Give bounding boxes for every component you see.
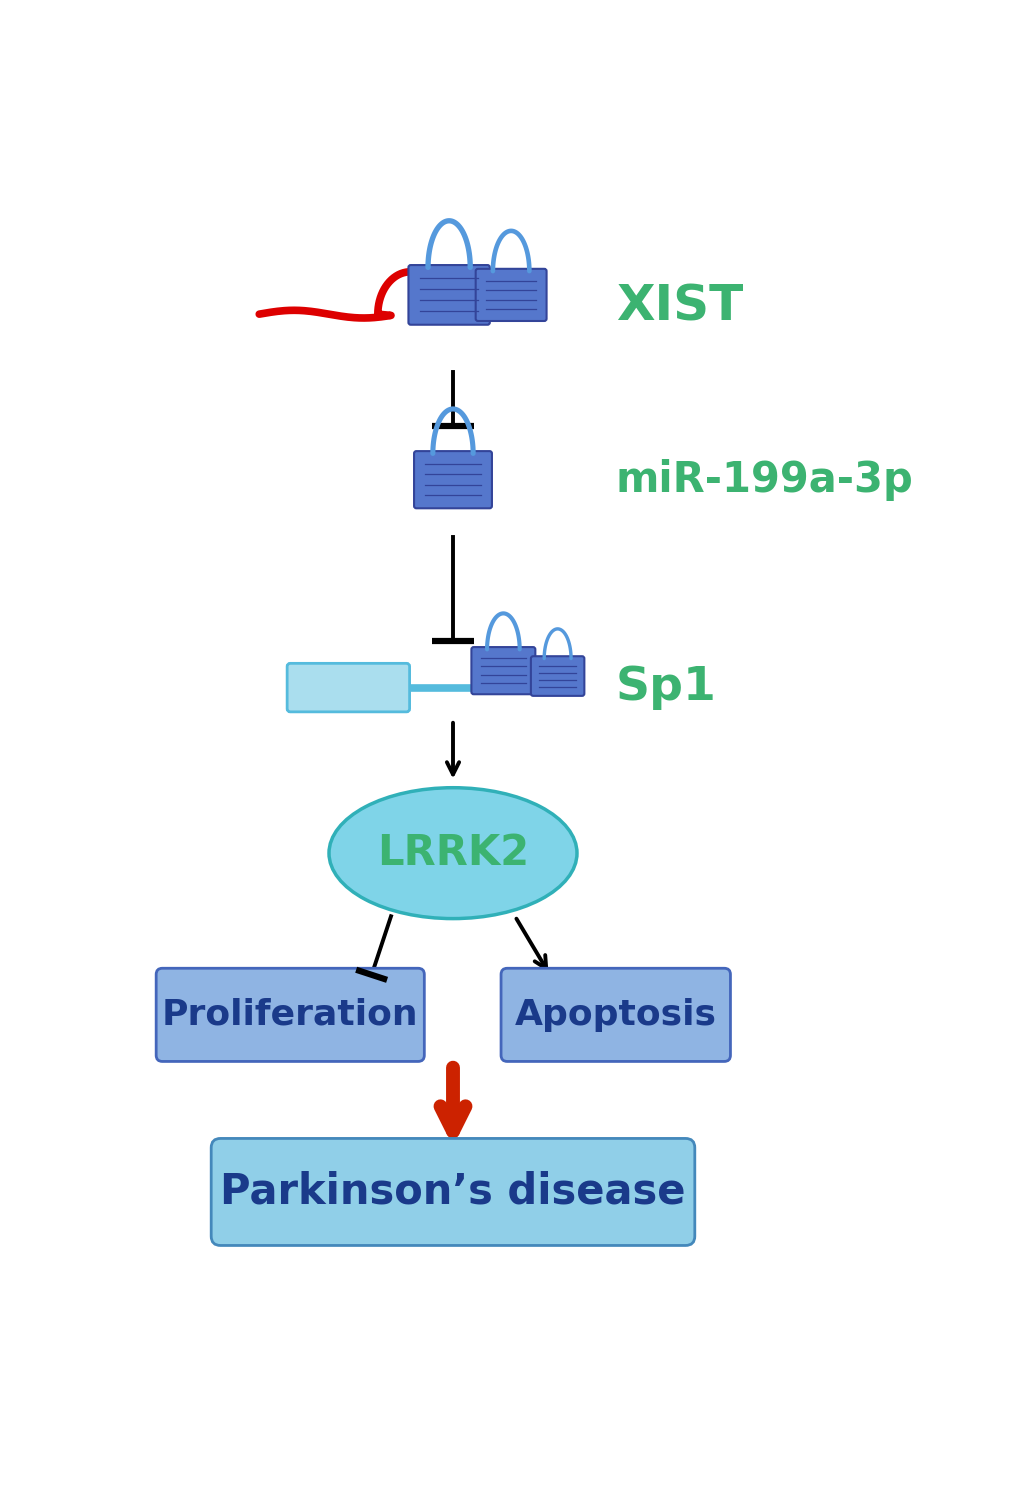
FancyBboxPatch shape bbox=[408, 265, 489, 324]
FancyBboxPatch shape bbox=[287, 664, 410, 712]
Text: miR-199a-3p: miR-199a-3p bbox=[615, 459, 913, 501]
FancyBboxPatch shape bbox=[530, 656, 584, 695]
FancyBboxPatch shape bbox=[414, 451, 491, 508]
FancyBboxPatch shape bbox=[475, 269, 546, 321]
Ellipse shape bbox=[329, 788, 577, 918]
FancyBboxPatch shape bbox=[156, 969, 424, 1061]
FancyBboxPatch shape bbox=[471, 647, 535, 694]
Text: Parkinson’s disease: Parkinson’s disease bbox=[220, 1171, 685, 1212]
Text: Proliferation: Proliferation bbox=[162, 997, 418, 1032]
FancyBboxPatch shape bbox=[500, 969, 730, 1061]
Text: XIST: XIST bbox=[615, 283, 742, 330]
Text: LRRK2: LRRK2 bbox=[377, 833, 529, 875]
FancyBboxPatch shape bbox=[211, 1138, 694, 1245]
Text: Sp1: Sp1 bbox=[615, 665, 716, 710]
Text: Apoptosis: Apoptosis bbox=[515, 997, 716, 1032]
